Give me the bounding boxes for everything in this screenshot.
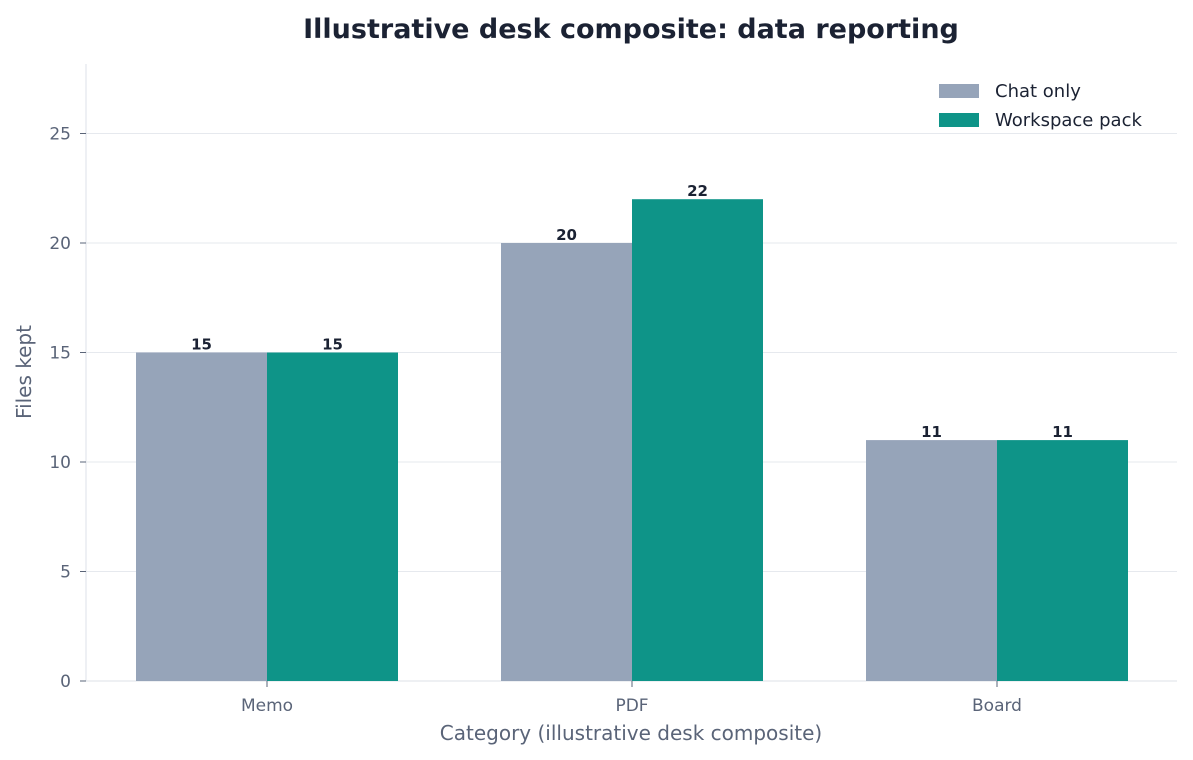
bar <box>632 199 763 681</box>
legend-swatch <box>939 84 979 98</box>
y-tick-label: 20 <box>49 234 71 254</box>
bar <box>997 440 1128 681</box>
legend-label: Chat only <box>995 81 1081 102</box>
y-tick-label: 25 <box>49 125 71 145</box>
bar-value-label: 11 <box>1052 423 1073 441</box>
y-tick-label: 10 <box>49 453 71 473</box>
y-axis-label: Files kept <box>12 325 36 419</box>
x-tick-label: Memo <box>241 696 293 716</box>
bar <box>267 352 398 681</box>
x-ticks: Memo PDF Board <box>241 681 1022 716</box>
y-tick-label: 5 <box>60 563 71 583</box>
bar <box>866 440 997 681</box>
bar <box>136 352 267 681</box>
x-tick-label: Board <box>972 696 1022 716</box>
bar-value-labels: 15 15 20 22 11 11 <box>191 182 1073 441</box>
legend-label: Workspace pack <box>995 110 1142 131</box>
bar-value-label: 22 <box>687 182 708 200</box>
bars <box>136 199 1128 681</box>
bar-value-label: 15 <box>322 336 343 354</box>
y-tick-label: 15 <box>49 344 71 364</box>
chart-title: Illustrative desk composite: data report… <box>303 14 959 45</box>
legend: Chat only Workspace pack <box>939 81 1142 131</box>
legend-swatch <box>939 113 979 127</box>
y-tick-label: 0 <box>60 672 71 692</box>
y-ticks: 0 5 10 15 20 25 <box>49 125 86 692</box>
x-axis-label: Category (illustrative desk composite) <box>440 721 822 745</box>
bar-value-label: 15 <box>191 336 212 354</box>
bar <box>501 243 632 681</box>
bar-value-label: 20 <box>556 226 577 244</box>
x-tick-label: PDF <box>615 696 648 716</box>
bar-value-label: 11 <box>921 423 942 441</box>
